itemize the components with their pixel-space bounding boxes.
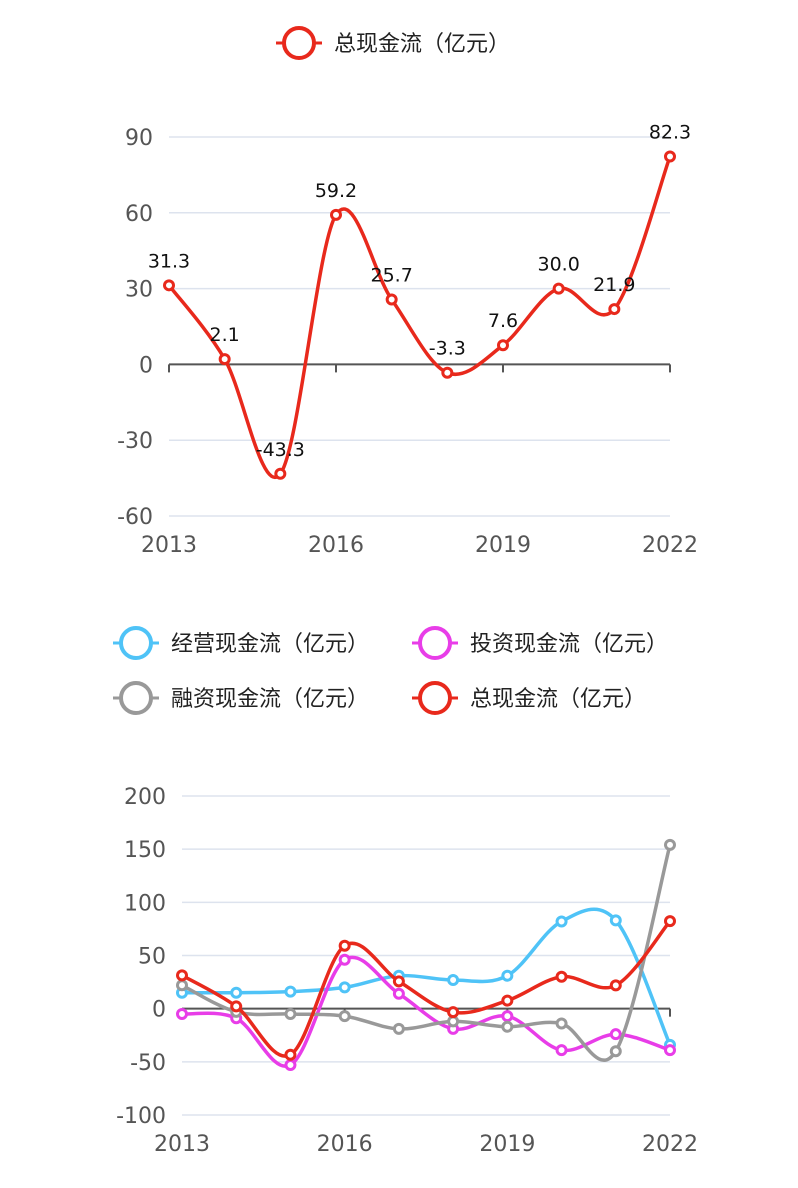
- legend-label: 投资现金流（亿元）: [470, 632, 668, 657]
- series-line: [181, 907, 672, 1046]
- chart-2: 经营现金流（亿元） 投资现金流（亿元） 融资现金流（亿元） 总现金流（亿元） 200 15…: [113, 626, 698, 1157]
- watermark: 雪球：价投问道: [586, 1151, 765, 1177]
- legend-label: 总现金流（亿元）: [334, 32, 510, 57]
- data-point: [441, 366, 454, 379]
- x-tick-label: 2013: [141, 533, 197, 558]
- data-point: [447, 1006, 460, 1019]
- data-point: [664, 150, 676, 163]
- data-label: 59.2: [315, 180, 357, 202]
- data-point: [609, 914, 622, 927]
- x-tick-label: 2022: [642, 533, 698, 558]
- series-line: [167, 155, 672, 479]
- data-label: 31.3: [148, 250, 190, 272]
- x-tick-label: 2019: [479, 1132, 535, 1157]
- data-point: [230, 986, 243, 999]
- legend-label: 经营现金流（亿元）: [171, 632, 369, 657]
- data-point: [664, 838, 676, 851]
- chart-1: 总现金流（亿元） 90 60 30 0 -30 -60 2013 2016 2019 2022 31.…: [117, 26, 698, 558]
- legend-marker: [418, 626, 452, 660]
- data-label: 25.7: [371, 264, 413, 286]
- data-label: 21.9: [593, 274, 635, 296]
- data-point: [385, 293, 398, 306]
- watermark-text: 雪球：价投问道: [618, 1153, 765, 1177]
- y-tick-label: 30: [125, 278, 153, 303]
- data-point: [501, 1010, 514, 1023]
- series-line: [181, 955, 671, 1069]
- data-point: [338, 981, 351, 994]
- data-label: 2.1: [210, 324, 240, 346]
- data-point: [447, 1015, 460, 1028]
- y-tick-label: 0: [152, 998, 166, 1023]
- data-point: [392, 987, 405, 1000]
- legend-marker: [119, 626, 153, 660]
- y-tick-label: 60: [125, 202, 153, 227]
- legend: 总现金流（亿元）: [276, 26, 510, 60]
- y-tick-label: 200: [124, 785, 166, 810]
- data-point: [338, 939, 351, 952]
- legend-label: 融资现金流（亿元）: [171, 687, 369, 712]
- y-tick-label: 0: [139, 353, 153, 378]
- data-point: [284, 1059, 297, 1072]
- data-point: [555, 1044, 568, 1057]
- data-point: [176, 969, 188, 982]
- legend: 经营现金流（亿元） 投资现金流（亿元） 融资现金流（亿元） 总现金流（亿元）: [113, 626, 668, 715]
- y-tick-label: 150: [124, 838, 166, 863]
- data-point: [176, 979, 188, 992]
- y-tick-label: -50: [130, 1051, 166, 1076]
- legend-label: 总现金流（亿元）: [470, 687, 646, 712]
- data-point: [555, 1017, 568, 1030]
- data-point: [664, 1044, 676, 1057]
- data-label: -43.3: [256, 439, 305, 461]
- data-point: [392, 975, 405, 988]
- data-point: [284, 985, 297, 998]
- legend-marker: [119, 681, 153, 715]
- x-tick-label: 2013: [154, 1132, 210, 1157]
- y-tick-label: 100: [124, 891, 166, 916]
- x-tick-label: 2019: [475, 533, 531, 558]
- data-point: [218, 353, 231, 366]
- y-tick-label: 90: [125, 126, 153, 151]
- data-point: [284, 1007, 297, 1020]
- data-point: [447, 973, 460, 986]
- data-point: [609, 979, 622, 992]
- data-label: -3.3: [429, 338, 466, 360]
- series-line: [181, 920, 672, 1058]
- y-tick-label: -100: [116, 1104, 166, 1129]
- data-point: [163, 279, 175, 292]
- data-point: [501, 1020, 514, 1033]
- x-tick-label: 2022: [642, 1132, 698, 1157]
- x-tick-label: 2016: [308, 533, 364, 558]
- x-tick-label: 2016: [317, 1132, 373, 1157]
- data-point: [392, 1022, 405, 1035]
- data-point: [330, 208, 342, 221]
- data-point: [274, 467, 287, 480]
- legend-marker: [282, 26, 316, 60]
- data-label: 7.6: [488, 310, 518, 332]
- data-point: [609, 1045, 622, 1058]
- data-point: [338, 953, 351, 966]
- data-point: [230, 1000, 243, 1013]
- y-tick-label: -60: [117, 505, 153, 530]
- data-point: [501, 969, 514, 982]
- legend-marker: [418, 681, 452, 715]
- data-label: 82.3: [649, 121, 691, 143]
- snowball-logo-icon: [586, 1151, 612, 1177]
- data-point: [555, 970, 568, 983]
- data-point: [497, 339, 509, 352]
- data-point: [284, 1048, 297, 1061]
- data-point: [555, 915, 568, 928]
- data-point: [609, 1028, 622, 1041]
- data-point: [176, 1007, 188, 1020]
- data-label: 30.0: [538, 254, 580, 276]
- data-point: [338, 1010, 351, 1023]
- y-tick-label: 50: [138, 945, 166, 970]
- data-point: [664, 915, 676, 928]
- data-point: [608, 303, 621, 316]
- data-point: [501, 994, 514, 1007]
- data-point: [552, 282, 565, 295]
- y-tick-label: -30: [117, 429, 153, 454]
